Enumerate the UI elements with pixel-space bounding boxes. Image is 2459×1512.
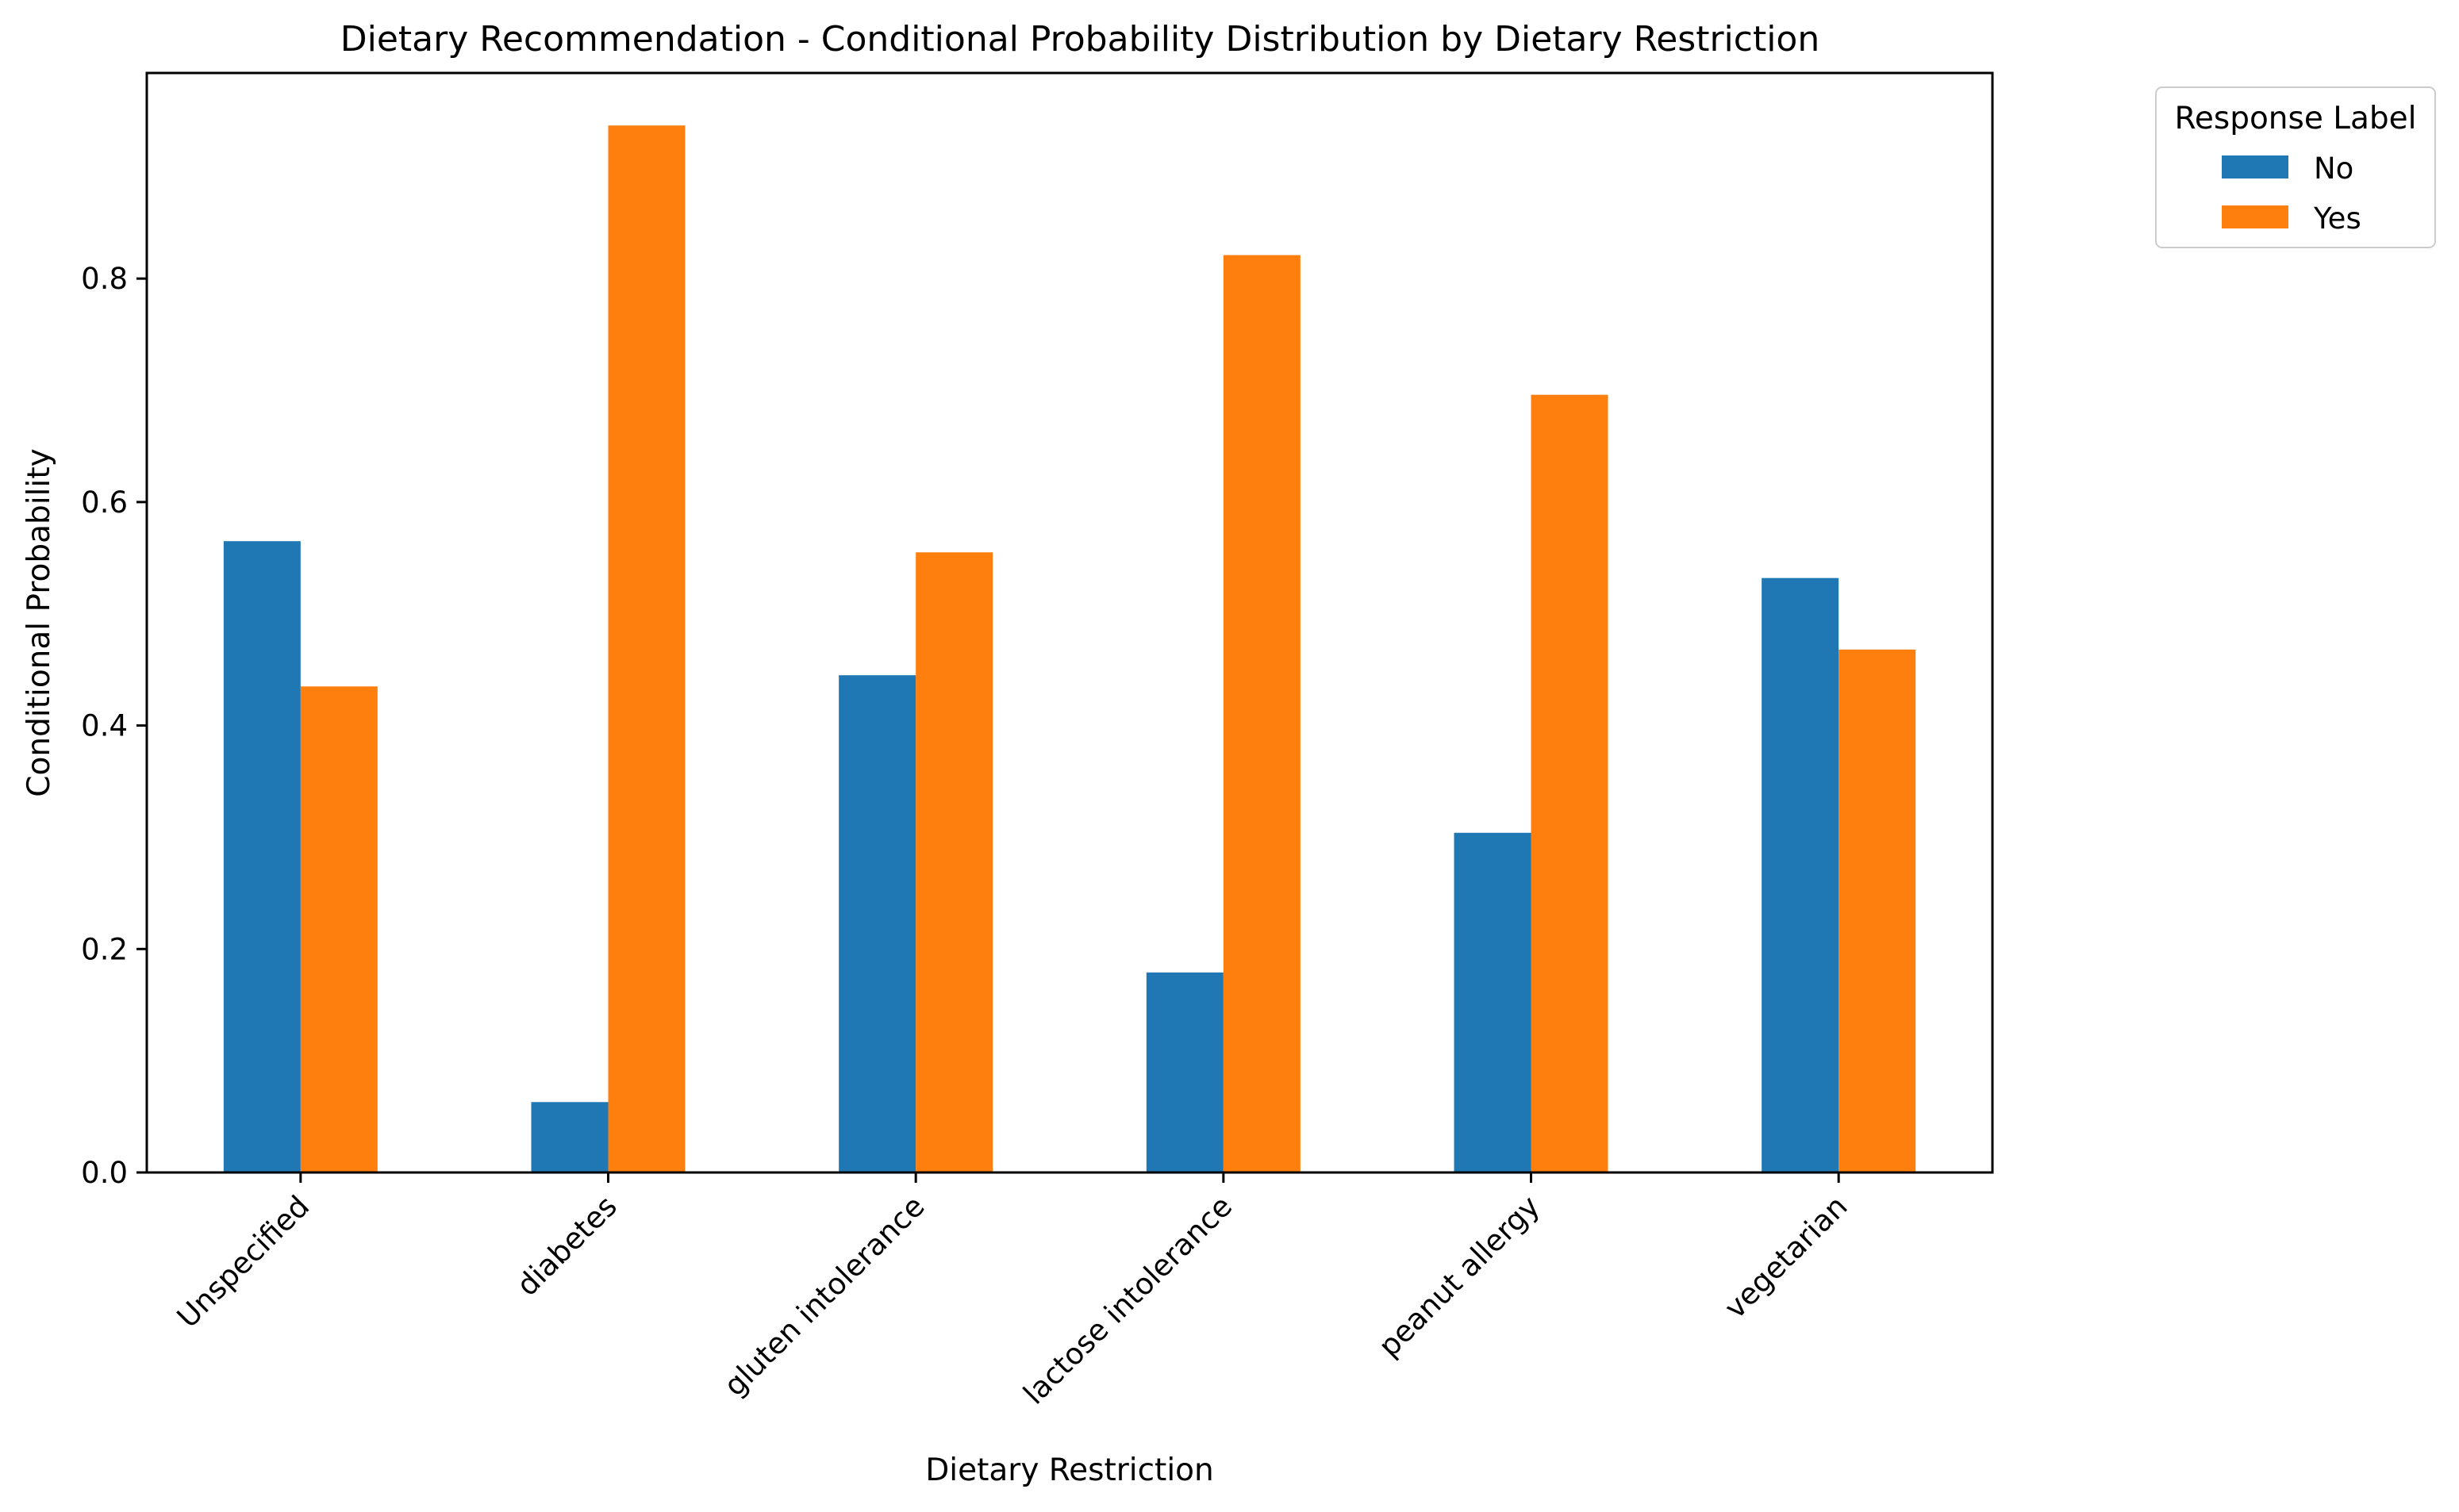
bar-yes-unspecified [300, 686, 378, 1172]
bar-no-vegetarian [1762, 578, 1839, 1172]
bar-yes-vegetarian [1838, 649, 1916, 1172]
y-axis-label: Conditional Probability [21, 448, 57, 796]
y-tick-label: 0.2 [81, 932, 128, 966]
y-tick-label: 0.6 [81, 485, 128, 520]
bar-no-lactose-intolerance [1146, 972, 1224, 1172]
chart-title: Dietary Recommendation - Conditional Pro… [340, 19, 1819, 59]
bars-layer [223, 125, 1916, 1173]
y-tick-label: 0.8 [81, 262, 128, 296]
bar-yes-gluten-intolerance [916, 552, 993, 1172]
y-tick-label: 0.4 [81, 709, 128, 743]
legend-swatch-yes [2222, 205, 2288, 228]
bar-yes-peanut-allergy [1531, 394, 1608, 1172]
legend: Response Label No Yes [2155, 86, 2436, 248]
bar-yes-lactose-intolerance [1223, 255, 1301, 1173]
bar-yes-diabetes [608, 125, 686, 1173]
bar-no-gluten-intolerance [839, 675, 916, 1172]
y-axis: 0.0 0.2 0.4 0.6 0.8 [81, 262, 147, 1190]
bar-no-diabetes [531, 1102, 609, 1172]
legend-title: Response Label [2175, 101, 2417, 136]
bar-no-unspecified [223, 541, 301, 1172]
legend-swatch-no [2222, 155, 2288, 178]
legend-label-yes: Yes [2313, 201, 2361, 236]
x-axis-label: Dietary Restriction [925, 1453, 1214, 1488]
bar-no-peanut-allergy [1454, 832, 1531, 1172]
y-tick-label: 0.0 [81, 1156, 128, 1190]
plot-frame [145, 71, 1994, 1174]
legend-label-no: No [2314, 152, 2353, 186]
